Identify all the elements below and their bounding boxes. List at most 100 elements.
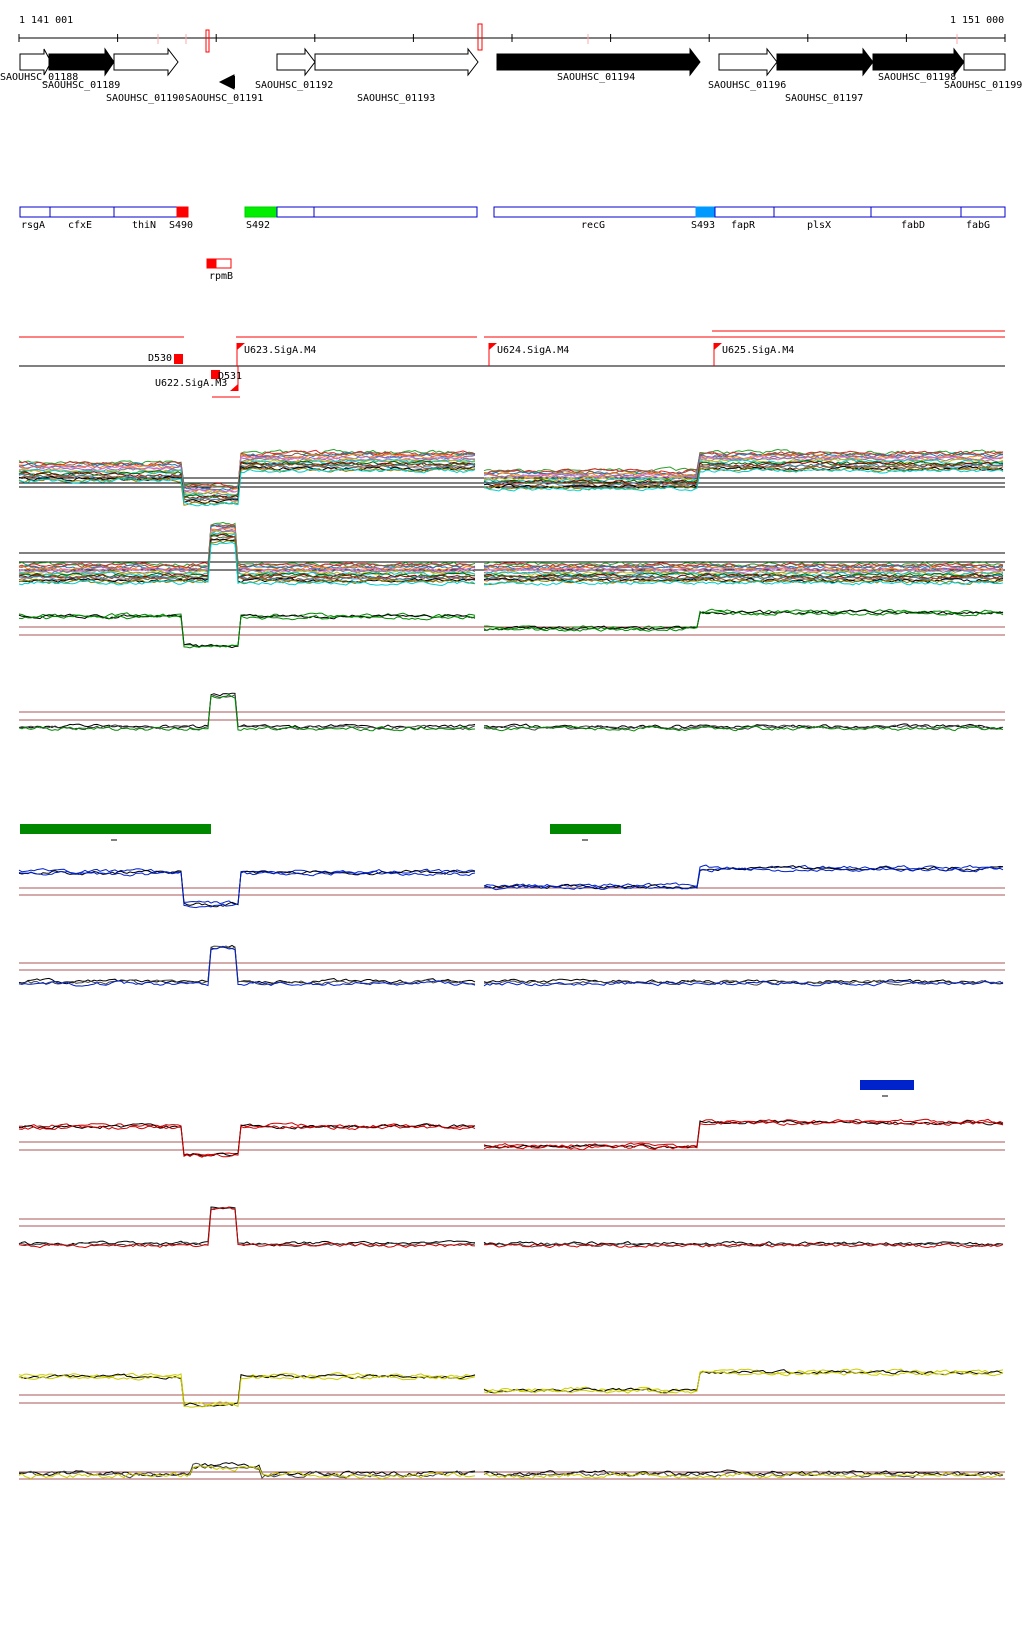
annotation-label: fabD — [901, 220, 925, 231]
feature-box[interactable] — [211, 370, 220, 379]
profile-line — [18, 1122, 476, 1157]
annotation-box[interactable] — [49, 206, 115, 218]
gene-arrow[interactable] — [276, 47, 316, 77]
profile-line — [484, 452, 1004, 477]
ruler-marker — [477, 23, 483, 51]
profile-line — [483, 579, 1004, 586]
gene-arrow[interactable] — [19, 48, 52, 76]
coordinate-ruler: 1 141 001 1 151 000 — [18, 15, 1006, 53]
gene-label: SAOUHSC_01188 — [0, 72, 78, 83]
annotation-box[interactable] — [313, 206, 478, 218]
profile-line — [18, 521, 476, 568]
profile-line — [483, 457, 1004, 482]
profile-line — [483, 574, 1004, 581]
annotation-label: cfxE — [68, 220, 92, 231]
annotation-box[interactable] — [113, 206, 178, 218]
profile-line — [483, 724, 1003, 731]
annotation-box[interactable] — [960, 206, 1006, 218]
annotation-box[interactable] — [276, 206, 315, 218]
profile-line — [18, 542, 476, 587]
profile-line — [483, 1369, 1004, 1394]
annotation-box[interactable] — [870, 206, 962, 218]
annotation-label: S490 — [169, 220, 193, 231]
gene-arrow[interactable] — [233, 76, 235, 88]
profile-line — [18, 1462, 476, 1477]
regulatory-track: D530 D531 U622.SigA.M3 U623.SigA.M4 U624… — [19, 330, 1005, 398]
gene-arrow[interactable] — [218, 74, 235, 90]
gene-arrow[interactable] — [113, 47, 179, 77]
annotation-label: rpmB — [209, 271, 233, 282]
feature-box[interactable] — [174, 354, 183, 364]
feature-flag[interactable] — [237, 343, 245, 350]
profile-line — [18, 944, 476, 985]
profile-line — [483, 568, 1004, 575]
gene-arrow[interactable] — [872, 47, 965, 77]
gene-arrow[interactable] — [496, 47, 701, 77]
gene-track: SAOUHSC_01188 SAOUHSC_01189 SAOUHSC_0119… — [0, 47, 1022, 104]
annotation-box[interactable] — [176, 206, 189, 218]
gene-arrow[interactable] — [963, 53, 1006, 71]
gene-arrow[interactable] — [718, 47, 778, 77]
feature-flag[interactable] — [230, 384, 238, 391]
feature-flag[interactable] — [489, 343, 497, 350]
feature-label: D531 — [218, 371, 242, 382]
annotation-box[interactable] — [493, 206, 697, 218]
blue-track-1 — [18, 864, 1005, 909]
profile-line — [483, 1120, 1004, 1150]
profile-line — [18, 458, 476, 498]
profile-line — [18, 1373, 476, 1408]
annotation-box[interactable] — [244, 206, 278, 218]
annotation-label: S492 — [246, 220, 270, 231]
blue-highlight-bar[interactable] — [860, 1080, 914, 1090]
profile-line — [483, 980, 1004, 987]
profile-line — [483, 610, 1004, 632]
feature-label: U624.SigA.M4 — [497, 345, 569, 356]
green-track-2 — [18, 692, 1005, 732]
annotation-box[interactable] — [714, 206, 775, 218]
gene-label: SAOUHSC_01198 — [878, 72, 956, 83]
coord-start: 1 141 001 — [19, 15, 73, 26]
annotation-box[interactable] — [19, 206, 51, 218]
yellow-track-1 — [18, 1368, 1005, 1408]
gene-label: SAOUHSC_01189 — [42, 80, 120, 91]
profile-line — [18, 945, 476, 986]
profile-line — [483, 466, 1004, 491]
gene-label: SAOUHSC_01193 — [357, 93, 435, 104]
annotation-box[interactable] — [695, 206, 716, 218]
multi-condition-track-1 — [18, 448, 1005, 507]
profile-line — [18, 613, 476, 649]
annotation-label: thiN — [132, 220, 156, 231]
gene-arrow[interactable] — [776, 47, 874, 77]
annotation-label: plsX — [807, 220, 831, 231]
gene-label: SAOUHSC_01197 — [785, 93, 863, 104]
profile-line — [483, 565, 1004, 572]
gene-arrow[interactable] — [314, 47, 479, 77]
annotation-box[interactable] — [773, 206, 872, 218]
multi-condition-track-2 — [18, 521, 1005, 587]
green-highlight-bar[interactable] — [550, 824, 621, 834]
profile-line — [18, 467, 476, 506]
annotation-track: rsgA cfxE thiN S490 S492 recG S493 fapR … — [19, 206, 1006, 282]
red-track-1 — [18, 1118, 1005, 1158]
profile-line — [18, 1124, 476, 1158]
profile-line — [483, 723, 1004, 730]
gene-arrow[interactable] — [48, 47, 115, 77]
profile-line — [18, 945, 476, 987]
feature-label: U622.SigA.M3 — [155, 378, 227, 389]
green-track-1 — [18, 608, 1005, 649]
profile-line — [18, 453, 476, 493]
profile-line — [18, 464, 476, 504]
profile-line — [483, 1370, 1004, 1394]
profile-line — [18, 693, 476, 731]
profile-line — [18, 468, 476, 507]
profile-line — [483, 578, 1004, 586]
feature-flag[interactable] — [714, 343, 722, 350]
annotation-box[interactable] — [206, 258, 217, 269]
profile-line — [484, 1242, 1004, 1249]
green-highlight-bar[interactable] — [20, 824, 211, 834]
profile-line — [18, 533, 476, 580]
highlight-bars — [20, 824, 914, 1097]
annotation-label: recG — [581, 220, 605, 231]
profile-line — [483, 1472, 1004, 1480]
profile-line — [18, 524, 476, 569]
